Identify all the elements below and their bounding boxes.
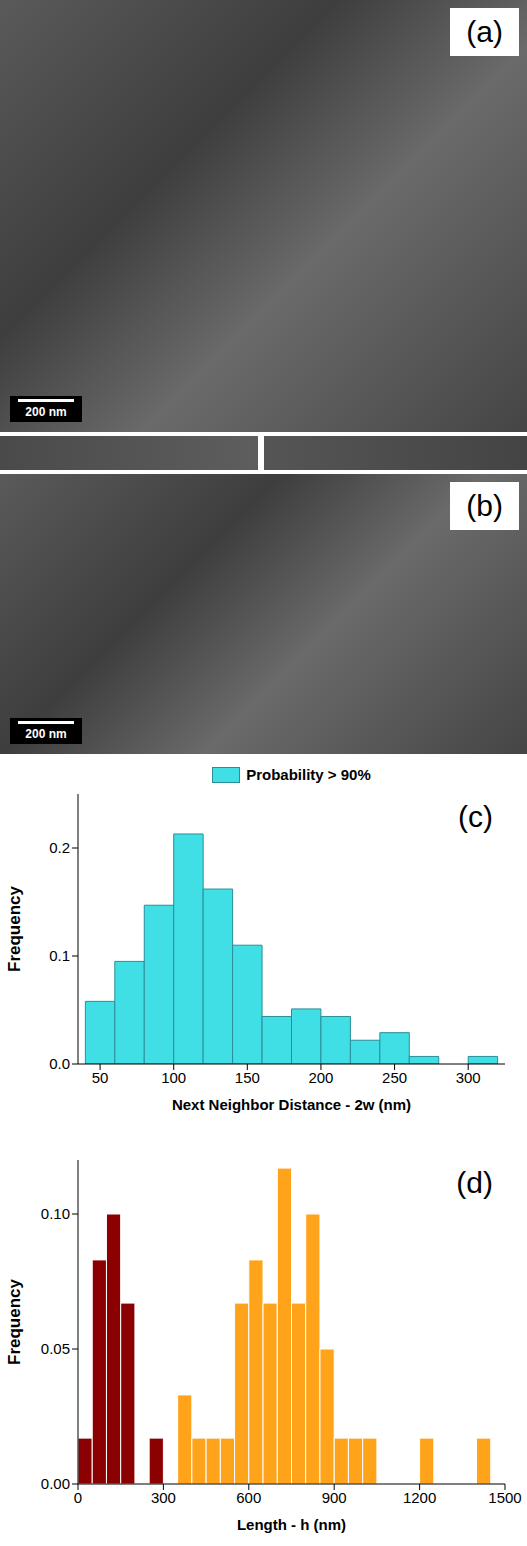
html-text:Probability > 90%: Probability > 90% <box>246 766 371 783</box>
html-text:200 nm: 200 nm <box>25 405 67 419</box>
svg-text:Frequency: Frequency <box>5 885 24 972</box>
svg-text:Length - h (nm): Length - h (nm) <box>237 1516 346 1533</box>
svg-text:Next Neighbor Distance - 2w (n: Next Neighbor Distance - 2w (nm) <box>172 1096 411 1113</box>
html-text:200 nm: 200 nm <box>25 727 67 741</box>
svg-text:0: 0 <box>74 1489 82 1506</box>
svg-text:0.00: 0.00 <box>41 1475 70 1492</box>
svg-text:1200: 1200 <box>403 1489 436 1506</box>
svg-text:0.0: 0.0 <box>49 1055 70 1072</box>
svg-text:300: 300 <box>456 1069 481 1086</box>
svg-text:0.1: 0.1 <box>49 947 70 964</box>
svg-text:50: 50 <box>92 1069 109 1086</box>
html-text:(d): (d) <box>456 1166 493 1199</box>
svg-text:0.10: 0.10 <box>41 1205 70 1222</box>
svg-text:1500: 1500 <box>488 1489 521 1506</box>
svg-text:0.2: 0.2 <box>49 839 70 856</box>
html-text:(b): (b) <box>466 489 503 522</box>
svg-text:100: 100 <box>161 1069 186 1086</box>
svg-text:300: 300 <box>151 1489 176 1506</box>
html-text:(c): (c) <box>458 800 493 833</box>
svg-text:900: 900 <box>322 1489 347 1506</box>
svg-text:200: 200 <box>308 1069 333 1086</box>
svg-text:Frequency: Frequency <box>5 1278 24 1365</box>
svg-text:150: 150 <box>235 1069 260 1086</box>
html-text:(a): (a) <box>466 15 503 48</box>
svg-text:0.05: 0.05 <box>41 1340 70 1357</box>
svg-text:250: 250 <box>382 1069 407 1086</box>
svg-text:600: 600 <box>236 1489 261 1506</box>
